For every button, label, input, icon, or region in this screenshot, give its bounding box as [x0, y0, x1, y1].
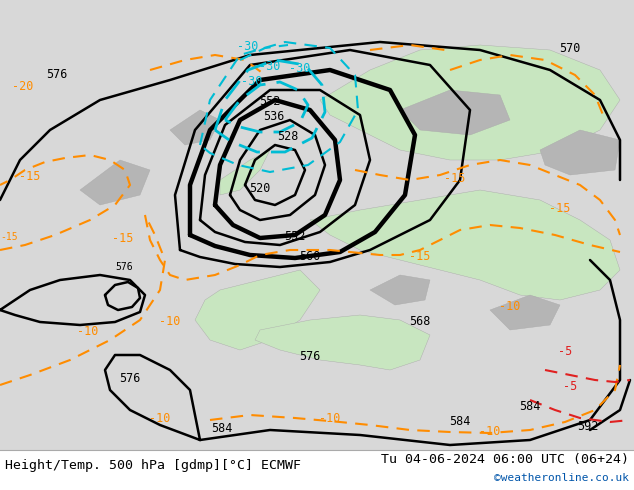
Text: -10: -10	[77, 325, 99, 338]
Polygon shape	[80, 160, 150, 205]
Text: 576: 576	[115, 262, 133, 272]
Polygon shape	[170, 110, 220, 145]
Text: 552: 552	[259, 95, 281, 108]
Text: 584: 584	[450, 415, 470, 428]
Text: -15: -15	[112, 232, 134, 245]
Text: 520: 520	[249, 182, 271, 195]
Text: -15: -15	[0, 232, 18, 242]
Text: -30: -30	[242, 75, 262, 88]
Text: 528: 528	[277, 130, 299, 143]
Text: -30: -30	[259, 60, 281, 73]
Text: -20: -20	[12, 80, 34, 93]
Polygon shape	[490, 295, 560, 330]
Text: ©weatheronline.co.uk: ©weatheronline.co.uk	[494, 473, 629, 483]
Text: -30: -30	[237, 40, 259, 53]
Text: 552: 552	[284, 230, 306, 243]
Text: -30: -30	[289, 62, 311, 75]
Text: 576: 576	[299, 350, 321, 363]
Text: -10: -10	[150, 412, 171, 425]
Polygon shape	[370, 275, 430, 305]
Text: -15: -15	[444, 172, 466, 185]
Text: 536: 536	[263, 110, 285, 123]
Text: 568: 568	[410, 315, 430, 328]
Text: Height/Temp. 500 hPa [gdmp][°C] ECMWF: Height/Temp. 500 hPa [gdmp][°C] ECMWF	[5, 459, 301, 471]
Text: 576: 576	[119, 372, 141, 385]
Text: 570: 570	[559, 42, 581, 55]
Polygon shape	[400, 90, 510, 135]
Text: 576: 576	[46, 68, 68, 81]
Text: -10: -10	[159, 315, 181, 328]
Text: -15: -15	[19, 170, 41, 183]
Text: 592: 592	[578, 420, 598, 433]
Text: -5: -5	[563, 380, 577, 393]
Text: -15: -15	[549, 202, 571, 215]
Polygon shape	[310, 190, 620, 300]
Text: -10: -10	[479, 425, 501, 438]
Polygon shape	[195, 270, 320, 350]
Text: -5: -5	[558, 345, 572, 358]
Bar	[0, 450, 634, 490]
Polygon shape	[220, 150, 270, 195]
Text: 584: 584	[211, 422, 233, 435]
Text: -15: -15	[410, 250, 430, 263]
Polygon shape	[540, 130, 620, 175]
Text: Tu 04-06-2024 06:00 UTC (06+24): Tu 04-06-2024 06:00 UTC (06+24)	[381, 454, 629, 466]
Text: 584: 584	[519, 400, 541, 413]
Text: -10: -10	[500, 300, 521, 313]
Text: -10: -10	[320, 412, 340, 425]
Text: 560: 560	[299, 250, 321, 263]
Polygon shape	[255, 315, 430, 370]
Polygon shape	[320, 45, 620, 160]
